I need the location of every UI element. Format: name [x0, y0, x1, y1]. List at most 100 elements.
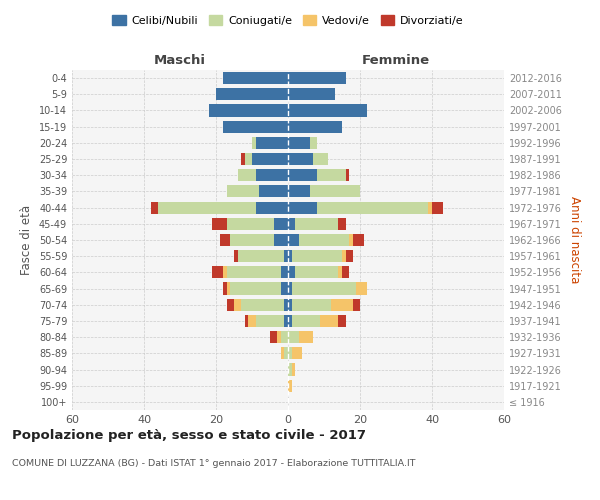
Bar	[288, 250, 292, 262]
Y-axis label: Anni di nascita: Anni di nascita	[568, 196, 581, 284]
Bar	[230, 234, 274, 246]
Bar	[281, 348, 284, 360]
Bar	[353, 234, 364, 246]
Bar	[288, 72, 346, 84]
Bar	[317, 202, 428, 213]
Bar	[223, 72, 288, 84]
Bar	[353, 298, 360, 311]
Bar	[320, 315, 338, 327]
Text: Femmine: Femmine	[362, 54, 430, 67]
Bar	[428, 202, 432, 213]
Bar	[220, 234, 230, 246]
Bar	[256, 137, 288, 149]
Bar	[259, 186, 288, 198]
Bar	[252, 137, 256, 149]
Bar	[245, 153, 252, 165]
Bar	[292, 348, 302, 360]
Bar	[288, 137, 310, 149]
Text: Popolazione per età, sesso e stato civile - 2017: Popolazione per età, sesso e stato civil…	[12, 430, 366, 442]
Bar	[241, 153, 245, 165]
Bar	[274, 234, 288, 246]
Bar	[288, 120, 342, 132]
Bar	[342, 250, 346, 262]
Bar	[310, 137, 317, 149]
Bar	[212, 218, 227, 230]
Bar	[313, 153, 328, 165]
Bar	[238, 250, 284, 262]
Bar	[292, 298, 331, 311]
Bar	[151, 202, 158, 213]
Bar	[223, 120, 288, 132]
Bar	[292, 315, 320, 327]
Bar	[234, 298, 241, 311]
Bar	[288, 234, 299, 246]
Text: COMUNE DI LUZZANA (BG) - Dati ISTAT 1° gennaio 2017 - Elaborazione TUTTITALIA.IT: COMUNE DI LUZZANA (BG) - Dati ISTAT 1° g…	[12, 458, 415, 468]
Bar	[288, 153, 313, 165]
Bar	[227, 186, 259, 198]
Bar	[288, 218, 295, 230]
Bar	[288, 298, 292, 311]
Bar	[349, 234, 353, 246]
Bar	[284, 298, 288, 311]
Bar	[284, 250, 288, 262]
Bar	[432, 202, 443, 213]
Bar	[310, 186, 360, 198]
Bar	[277, 331, 281, 343]
Bar	[245, 315, 248, 327]
Bar	[299, 331, 313, 343]
Bar	[216, 88, 288, 101]
Bar	[342, 266, 349, 278]
Bar	[288, 88, 335, 101]
Bar	[331, 298, 353, 311]
Bar	[274, 218, 288, 230]
Bar	[252, 153, 288, 165]
Bar	[288, 364, 292, 376]
Bar	[281, 282, 288, 294]
Bar	[281, 331, 288, 343]
Bar	[338, 266, 342, 278]
Bar	[230, 282, 281, 294]
Bar	[270, 331, 277, 343]
Text: Maschi: Maschi	[154, 54, 206, 67]
Bar	[288, 315, 292, 327]
Bar	[295, 218, 338, 230]
Bar	[248, 315, 256, 327]
Bar	[256, 315, 284, 327]
Legend: Celibi/Nubili, Coniugati/e, Vedovi/e, Divorziati/e: Celibi/Nubili, Coniugati/e, Vedovi/e, Di…	[108, 10, 468, 30]
Bar	[223, 266, 227, 278]
Bar	[227, 218, 274, 230]
Bar	[209, 104, 288, 117]
Y-axis label: Fasce di età: Fasce di età	[20, 205, 33, 275]
Bar	[346, 169, 349, 181]
Bar	[256, 202, 288, 213]
Bar	[299, 234, 349, 246]
Bar	[288, 331, 299, 343]
Bar	[356, 282, 367, 294]
Bar	[288, 186, 310, 198]
Bar	[288, 266, 295, 278]
Bar	[288, 104, 367, 117]
Bar	[227, 266, 281, 278]
Bar	[281, 266, 288, 278]
Bar	[284, 348, 288, 360]
Bar	[238, 169, 256, 181]
Bar	[292, 364, 295, 376]
Bar	[288, 202, 317, 213]
Bar	[295, 266, 338, 278]
Bar	[256, 169, 288, 181]
Bar	[346, 250, 353, 262]
Bar	[317, 169, 346, 181]
Bar	[288, 348, 292, 360]
Bar	[227, 282, 230, 294]
Bar	[284, 315, 288, 327]
Bar	[288, 380, 292, 392]
Bar	[292, 250, 342, 262]
Bar	[158, 202, 256, 213]
Bar	[223, 282, 227, 294]
Bar	[338, 218, 346, 230]
Bar	[292, 282, 356, 294]
Bar	[288, 282, 292, 294]
Bar	[288, 169, 317, 181]
Bar	[241, 298, 284, 311]
Bar	[234, 250, 238, 262]
